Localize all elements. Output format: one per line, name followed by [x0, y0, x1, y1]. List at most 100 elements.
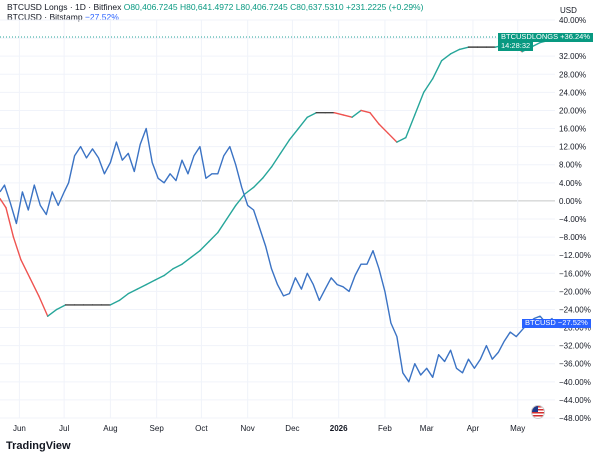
longs-line-segment: [297, 116, 309, 130]
x-tick-label: Feb: [378, 424, 392, 433]
series-layer: [0, 36, 556, 383]
legend-low: L80,406.7245: [235, 2, 288, 12]
y-tick-label: −32.00%: [559, 342, 591, 351]
longs-line-segment: [378, 123, 389, 134]
x-tick-label: Aug: [103, 424, 117, 433]
longs-line-segment: [360, 109, 371, 114]
longs-line-segment: [423, 78, 434, 94]
y-tick-label: 16.00%: [559, 125, 586, 134]
longs-line-segment: [199, 240, 210, 252]
longs-line-segment: [226, 204, 237, 220]
x-tick-label: Oct: [195, 424, 208, 433]
longs-countdown-label: 14:28:32: [498, 41, 534, 51]
x-tick-label: Apr: [467, 424, 480, 433]
longs-line-segment: [154, 274, 165, 281]
currency-label[interactable]: USD: [560, 6, 577, 15]
x-tick-label: Nov: [241, 424, 255, 433]
y-tick-label: 32.00%: [559, 52, 586, 61]
longs-line-segment: [217, 218, 228, 234]
longs-line-segment: [38, 295, 49, 317]
longs-line-segment: [136, 283, 147, 290]
longs-line-segment: [440, 53, 452, 62]
y-tick-label: −20.00%: [559, 287, 591, 296]
x-tick-label: 2026: [330, 424, 348, 433]
longs-line-segment: [181, 256, 192, 265]
x-axis[interactable]: Jun Jul Aug Sep Oct Nov Dec 2026 Feb Mar Apr May: [13, 424, 525, 433]
legend-longs-title: BTCUSD Longs · 1D · Bitfinex: [7, 2, 122, 12]
y-tick-label: −48.00%: [559, 414, 591, 423]
legend-row-btc[interactable]: BTCUSD · Bitstamp −27.52%: [7, 12, 423, 22]
x-tick-label: Jun: [13, 424, 26, 433]
longs-line-segment: [387, 132, 398, 143]
longs-line-segment: [47, 308, 58, 317]
y-tick-label: −4.00%: [559, 215, 586, 224]
x-tick-label: May: [510, 424, 525, 433]
btc-last-value-label: BTCUSD −27.52%: [522, 318, 591, 328]
longs-line-segment: [127, 288, 138, 295]
longs-line-segment: [0, 197, 7, 209]
y-tick-label: 20.00%: [559, 106, 586, 115]
us-flag-icon[interactable]: [531, 405, 545, 419]
y-tick-label: 40.00%: [559, 16, 586, 25]
y-tick-label: −36.00%: [559, 360, 591, 369]
chart-legend: BTCUSD Longs · 1D · Bitfinex O80,406.724…: [7, 2, 423, 22]
y-tick-label: −24.00%: [559, 305, 591, 314]
x-tick-label: Sep: [150, 424, 165, 433]
y-tick-label: −16.00%: [559, 269, 591, 278]
longs-line-segment: [279, 139, 291, 155]
longs-last-value-label: BTCUSDLONGS +36.24%: [498, 32, 593, 42]
legend-high: H80,641.4972: [179, 2, 234, 12]
y-tick-label: −28.00%: [559, 324, 591, 333]
y-tick-label: 12.00%: [559, 143, 586, 152]
longs-line-segment: [414, 91, 425, 116]
btc-series-line: [0, 127, 556, 383]
longs-line-segment: [118, 292, 130, 302]
longs-line-segment: [29, 277, 40, 297]
legend-btc-title: BTCUSD · Bitstamp: [7, 12, 83, 22]
longs-line-segment: [458, 46, 470, 51]
y-tick-label: −40.00%: [559, 378, 591, 387]
longs-line-segment: [288, 127, 300, 141]
longs-line-segment: [145, 279, 156, 286]
longs-line-segment: [351, 109, 362, 118]
longs-line-segment: [405, 114, 416, 139]
longs-line-segment: [5, 206, 15, 238]
longs-line-segment: [163, 268, 174, 277]
y-tick-label: 24.00%: [559, 88, 586, 97]
grid-layer: [0, 19, 555, 419]
longs-line-segment: [12, 236, 22, 261]
longs-line-segment: [342, 114, 353, 118]
y-tick-label: −8.00%: [559, 233, 586, 242]
longs-line-segment: [306, 112, 317, 118]
longs-line-segment: [270, 152, 282, 168]
legend-change: +231.2225 (+0.29%): [345, 2, 424, 12]
brand-logo: TradingView: [6, 440, 71, 452]
longs-line-segment: [20, 259, 31, 279]
longs-line-segment: [243, 186, 255, 195]
legend-row-longs[interactable]: BTCUSD Longs · 1D · Bitfinex O80,406.724…: [7, 2, 423, 12]
longs-line-segment: [333, 112, 344, 116]
y-tick-label: −44.00%: [559, 396, 591, 405]
longs-line-segment: [235, 193, 246, 207]
longs-line-segment: [252, 177, 264, 189]
y-tick-label: 8.00%: [559, 161, 582, 170]
y-tick-label: 28.00%: [559, 70, 586, 79]
x-tick-label: Mar: [420, 424, 434, 433]
longs-line-segment: [172, 263, 183, 270]
longs-line-segment: [109, 299, 121, 306]
longs-line-segment: [208, 231, 219, 243]
longs-line-segment: [55, 304, 67, 311]
legend-close: C80,637.5310: [290, 2, 344, 12]
longs-line-segment: [369, 112, 380, 125]
legend-btc-pct: −27.52%: [84, 12, 119, 22]
y-tick-label: 0.00%: [559, 197, 582, 206]
x-tick-label: Jul: [59, 424, 69, 433]
y-tick-label: −12.00%: [559, 251, 591, 260]
x-tick-label: Dec: [285, 424, 299, 433]
longs-line-segment: [261, 166, 273, 179]
longs-line-segment: [190, 249, 201, 259]
legend-open: O80,406.7245: [123, 2, 178, 12]
longs-line-segment: [449, 48, 461, 55]
y-axis[interactable]: 40.00%36.00%32.00%28.00%24.00%20.00%16.0…: [559, 16, 591, 423]
